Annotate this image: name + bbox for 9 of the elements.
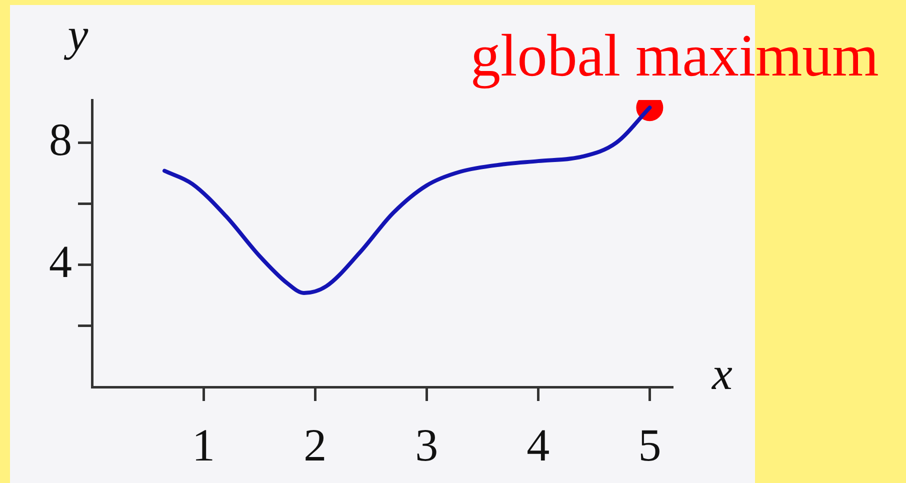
x-tick-label: 1 [192,420,216,471]
x-tick-label: 4 [526,420,550,471]
x-tick-label: 3 [415,420,438,471]
x-tick-label: 5 [638,420,662,471]
annotation: global maximum [470,22,879,89]
y-tick-label: 8 [49,114,72,165]
x-tick-label: 2 [304,420,327,471]
y-axis-title: y [64,9,89,60]
x-axis-title: x [711,348,733,400]
